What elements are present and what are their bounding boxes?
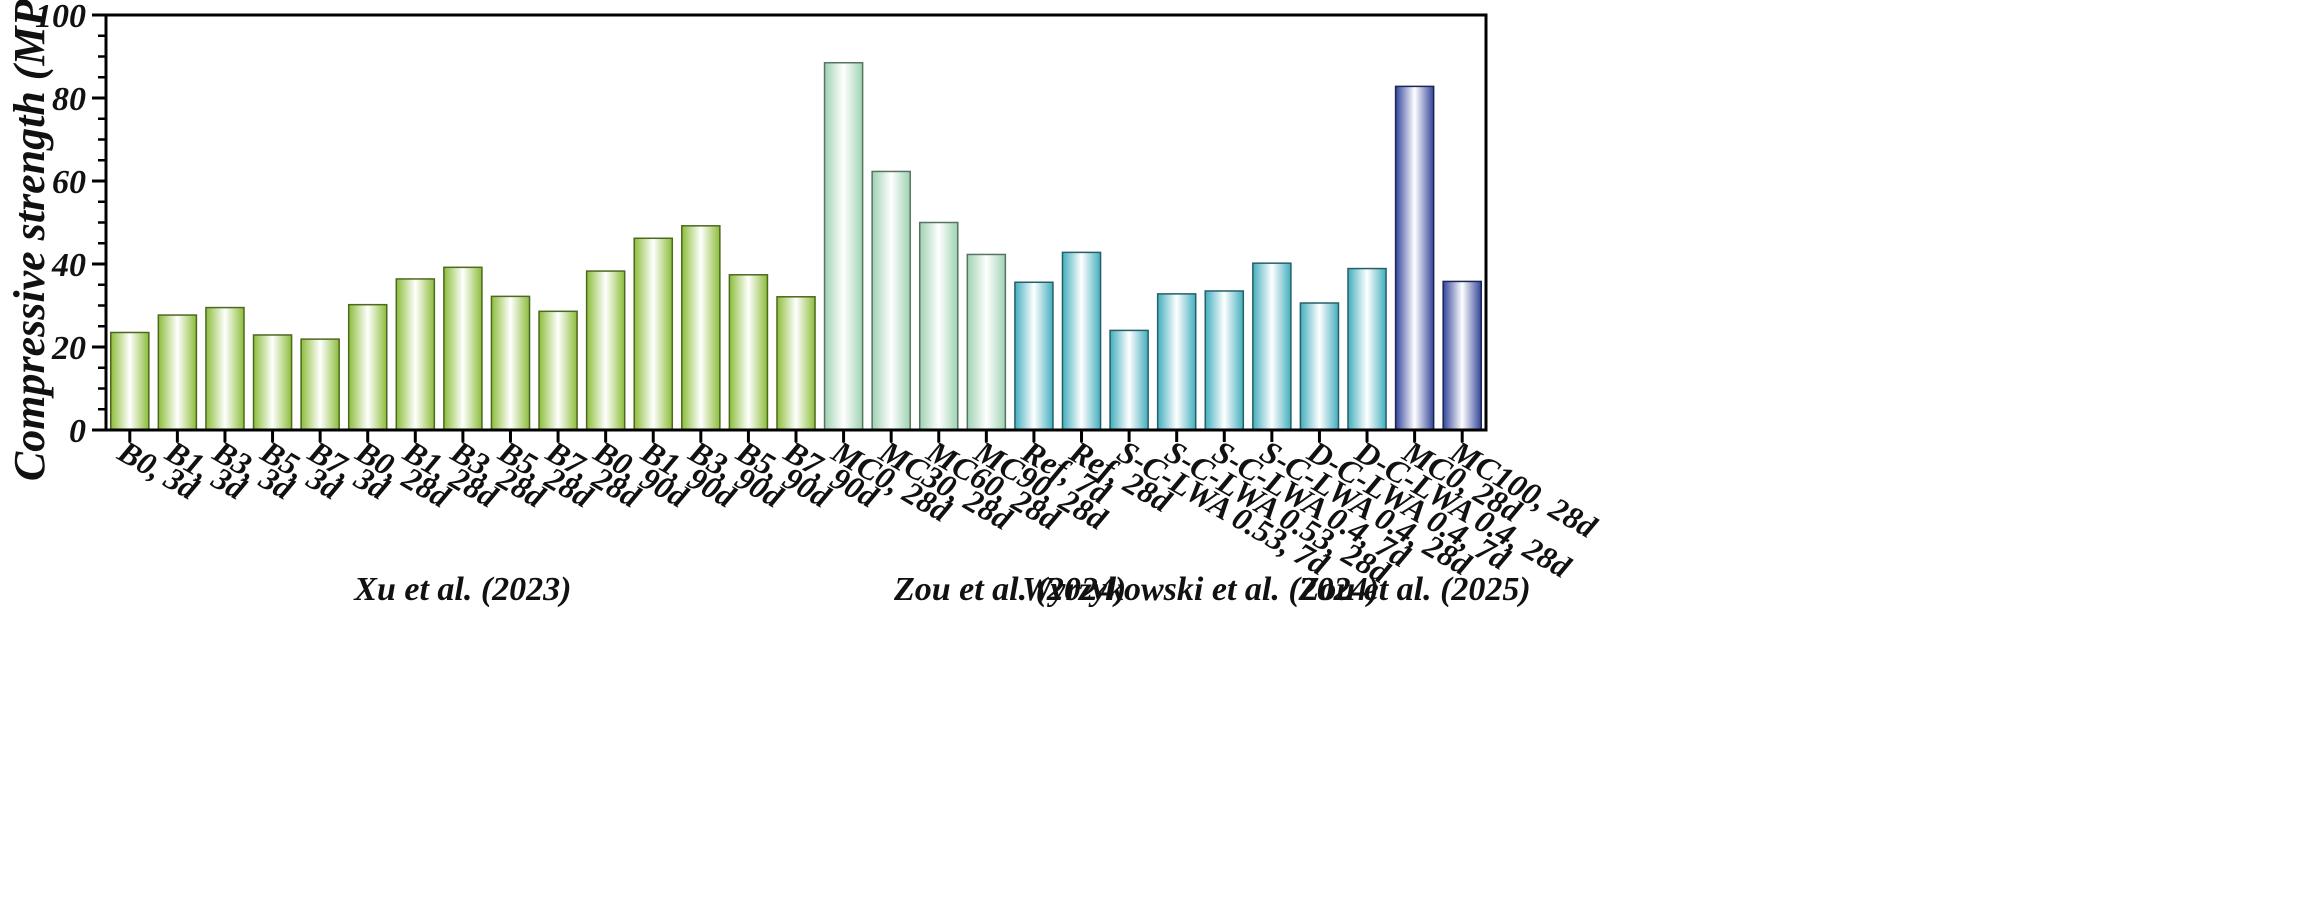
bar-9 xyxy=(538,310,578,431)
bar-17 xyxy=(918,221,959,431)
bar-21 xyxy=(1109,329,1149,431)
bar-19 xyxy=(1014,281,1054,431)
y-tick-label: 100 xyxy=(35,0,86,35)
bar-12 xyxy=(681,225,721,431)
y-axis-title: Compressive strength (MPa) xyxy=(5,0,54,481)
axes-layer xyxy=(92,13,1488,442)
y-tick-label: 40 xyxy=(51,247,86,284)
bars-layer xyxy=(110,61,1482,431)
bar-6 xyxy=(395,278,436,431)
y-tick-label: 20 xyxy=(51,330,86,367)
bar-13 xyxy=(728,274,769,431)
bar-5 xyxy=(347,303,388,431)
y-tick-label: 60 xyxy=(52,164,86,201)
bar-10 xyxy=(585,270,626,431)
y-tick-label: 80 xyxy=(52,81,86,118)
group-labels: Xu et al. (2023) Zou et al. (2024)Wyrzyko… xyxy=(353,571,1530,608)
bar-2 xyxy=(205,306,245,431)
bar-20 xyxy=(1061,251,1102,431)
group-label-3: Zou et al. (2025) xyxy=(1297,571,1530,608)
y-tick-label: 0 xyxy=(69,413,86,450)
bar-22 xyxy=(1156,293,1197,431)
bar-0 xyxy=(110,331,150,431)
bar-14 xyxy=(776,296,816,431)
bar-1 xyxy=(157,314,198,431)
bar-23 xyxy=(1204,290,1245,431)
bar-11 xyxy=(633,237,674,431)
bar-4 xyxy=(300,338,340,431)
bar-3 xyxy=(252,334,293,431)
group-label-0: Xu et al. (2023) xyxy=(353,571,571,608)
y-tick-labels: 0 20 40 60 80 100 xyxy=(35,0,86,450)
group-label-2: Wyrzykowski et al. (2024) xyxy=(1022,571,1379,608)
bar-25 xyxy=(1299,302,1340,431)
bar-28 xyxy=(1442,280,1482,431)
bar-8 xyxy=(490,295,531,431)
bar-18 xyxy=(966,253,1007,431)
bar-27 xyxy=(1394,85,1435,431)
bar-16 xyxy=(871,170,911,431)
bar-24 xyxy=(1252,262,1292,431)
group-label-1: Zou et al. (2024) xyxy=(893,571,1126,608)
bar-26 xyxy=(1347,267,1387,431)
bar-15 xyxy=(823,61,864,431)
bar-7 xyxy=(443,266,483,431)
